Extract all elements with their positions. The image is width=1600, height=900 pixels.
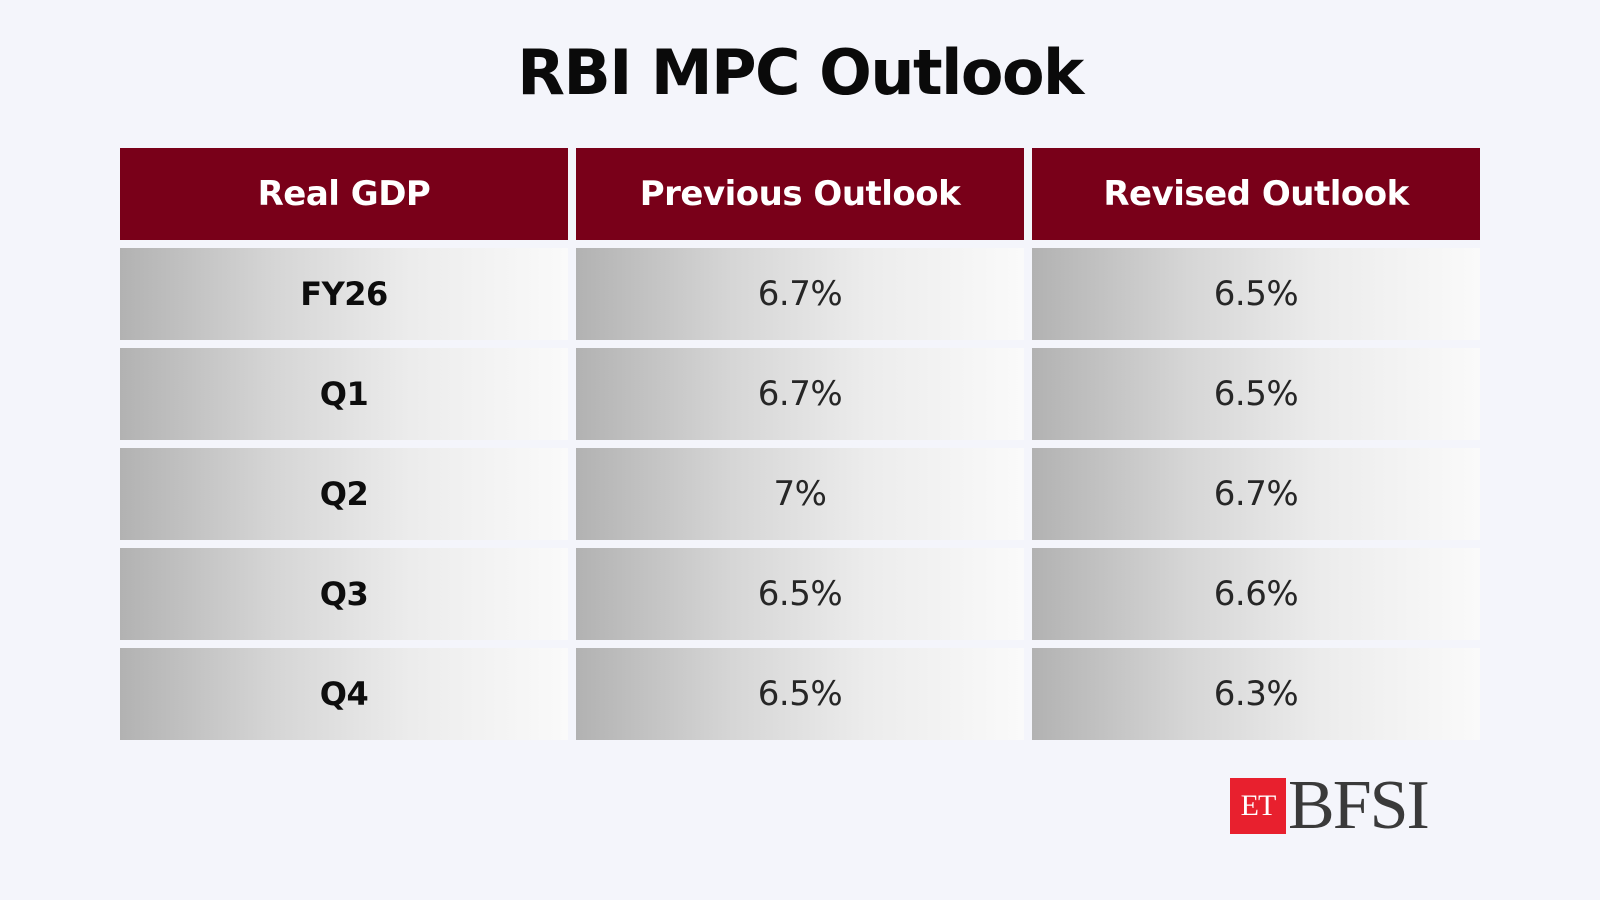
row-label-q1: Q1 bbox=[120, 348, 568, 440]
logo-et-mark: ET bbox=[1230, 778, 1286, 834]
row-label-q2: Q2 bbox=[120, 448, 568, 540]
row-q4-revised: 6.3% bbox=[1032, 648, 1480, 740]
header-previous-outlook: Previous Outlook bbox=[576, 148, 1024, 240]
logo-bfsi-wordmark: BFSI bbox=[1288, 767, 1430, 844]
row-label-q3: Q3 bbox=[120, 548, 568, 640]
row-q3-previous: 6.5% bbox=[576, 548, 1024, 640]
row-fy26-revised: 6.5% bbox=[1032, 248, 1480, 340]
row-fy26-previous: 6.7% bbox=[576, 248, 1024, 340]
row-q4-previous: 6.5% bbox=[576, 648, 1024, 740]
table-title: RBI MPC Outlook bbox=[517, 36, 1084, 109]
row-label-fy26: FY26 bbox=[120, 248, 568, 340]
row-label-q4: Q4 bbox=[120, 648, 568, 740]
et-bfsi-logo: ET BFSI bbox=[1230, 767, 1430, 844]
row-q1-revised: 6.5% bbox=[1032, 348, 1480, 440]
header-revised-outlook: Revised Outlook bbox=[1032, 148, 1480, 240]
row-q1-previous: 6.7% bbox=[576, 348, 1024, 440]
header-real-gdp: Real GDP bbox=[120, 148, 568, 240]
row-q3-revised: 6.6% bbox=[1032, 548, 1480, 640]
row-q2-previous: 7% bbox=[576, 448, 1024, 540]
row-q2-revised: 6.7% bbox=[1032, 448, 1480, 540]
